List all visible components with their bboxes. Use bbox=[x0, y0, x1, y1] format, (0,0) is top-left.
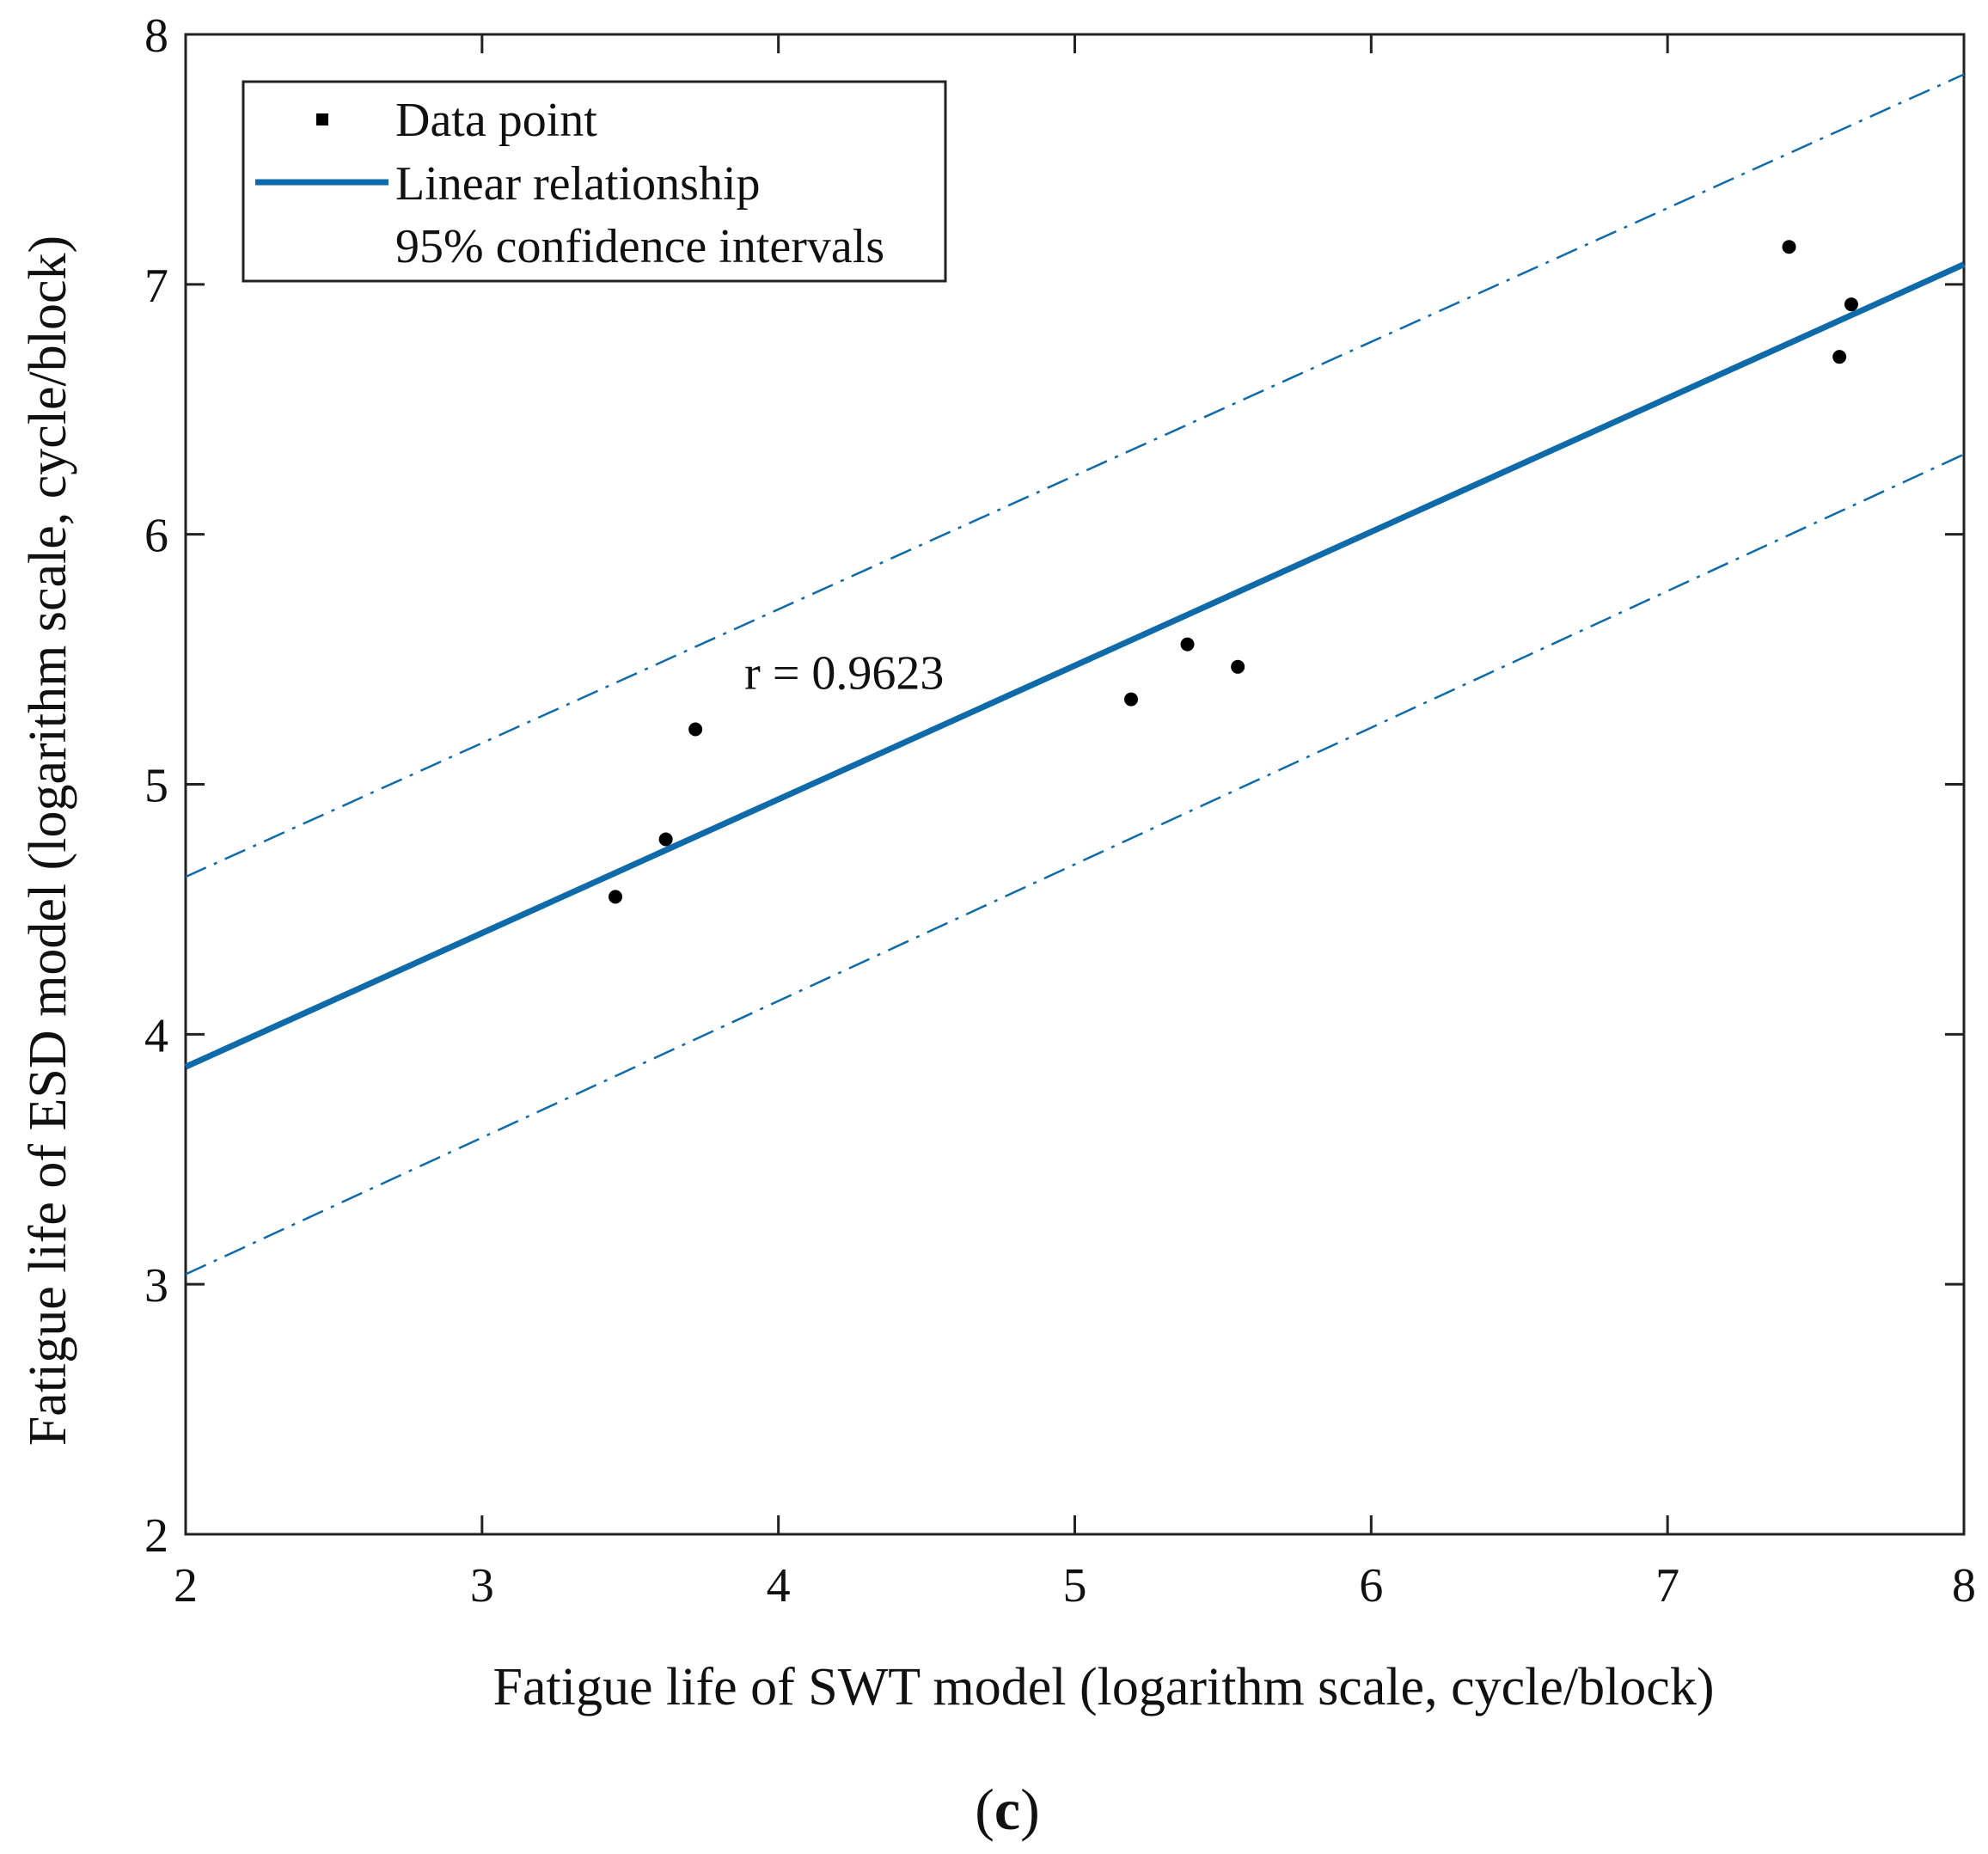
data-point bbox=[1832, 350, 1847, 364]
legend: Data point Linear relationship 95% confi… bbox=[242, 80, 947, 283]
legend-label-confidence: 95% confidence intervals bbox=[395, 220, 884, 273]
tick-labels: 2 3 4 5 6 7 8 2 3 4 5 6 7 8 bbox=[144, 9, 1976, 1612]
x-tick-label: 5 bbox=[1063, 1559, 1087, 1612]
y-tick-label: 2 bbox=[144, 1509, 168, 1563]
data-points bbox=[609, 240, 1858, 904]
y-tick-label: 6 bbox=[144, 510, 168, 563]
x-tick-label: 6 bbox=[1359, 1559, 1383, 1612]
caption-close-paren: ) bbox=[1020, 1777, 1040, 1842]
legend-label-data-point: Data point bbox=[395, 94, 597, 147]
y-tick-label: 8 bbox=[144, 9, 168, 63]
y-tick-label: 3 bbox=[144, 1259, 168, 1312]
data-point bbox=[1124, 692, 1139, 707]
series-layer bbox=[184, 73, 1966, 1276]
legend-label-linear: Linear relationship bbox=[395, 157, 761, 211]
x-tick-label: 2 bbox=[174, 1559, 198, 1612]
correlation-annotation: r = 0.9623 bbox=[744, 647, 944, 701]
x-tick-label: 3 bbox=[470, 1559, 494, 1612]
data-point bbox=[1844, 297, 1858, 312]
data-point bbox=[609, 890, 623, 904]
caption-letter: c bbox=[994, 1777, 1020, 1842]
y-tick-label: 5 bbox=[144, 760, 168, 813]
legend-marker-data-point bbox=[316, 113, 328, 125]
data-point bbox=[1231, 659, 1245, 674]
y-tick-label: 4 bbox=[144, 1009, 168, 1062]
data-point bbox=[1180, 637, 1195, 652]
data-point bbox=[688, 722, 703, 737]
x-tick-label: 8 bbox=[1952, 1559, 1976, 1612]
x-tick-label: 4 bbox=[767, 1559, 791, 1612]
tick-marks bbox=[184, 33, 1966, 1536]
caption-open-paren: ( bbox=[975, 1777, 994, 1842]
data-point bbox=[658, 832, 673, 847]
y-axis-label: Fatigue life of ESD model (logarithm sca… bbox=[19, 236, 77, 1446]
figure-caption: (c) bbox=[975, 1777, 1040, 1842]
data-point bbox=[1782, 240, 1796, 254]
confidence-lower-line bbox=[185, 453, 1965, 1276]
x-axis-label: Fatigue life of SWT model (logarithm sca… bbox=[493, 1658, 1715, 1716]
linear-fit-line bbox=[184, 261, 1966, 1070]
x-tick-label: 7 bbox=[1655, 1559, 1679, 1612]
y-tick-label: 7 bbox=[144, 260, 168, 313]
